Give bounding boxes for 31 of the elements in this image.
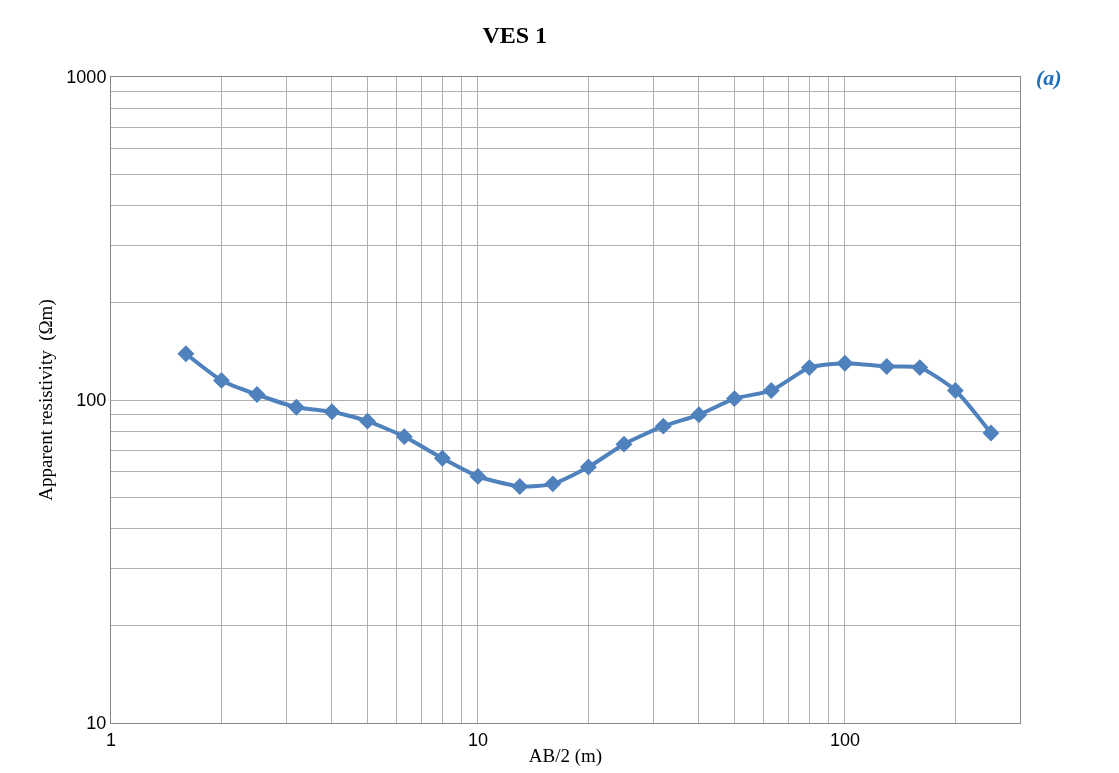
x-tick-label: 1 (105, 729, 117, 750)
y-tick-label: 1000 (66, 67, 107, 88)
point (469, 467, 487, 485)
point (654, 417, 672, 435)
point (579, 458, 597, 476)
text: (a) (1036, 65, 1062, 90)
point (836, 354, 854, 372)
point (177, 345, 195, 363)
chart-title: VES 1 (482, 22, 548, 49)
point (762, 382, 780, 399)
point (726, 390, 743, 408)
point (395, 428, 413, 446)
point (323, 403, 341, 421)
point (982, 424, 1000, 442)
point (946, 382, 964, 399)
point (690, 406, 708, 424)
point (615, 435, 633, 453)
point (800, 359, 818, 377)
x-tick-label: 100 (829, 729, 860, 750)
point (433, 449, 451, 467)
y-axis-title: Apparent resistivity (Ωm) (35, 299, 58, 501)
y-tick-label: 10 (86, 713, 107, 734)
y-tick-label: 100 (76, 390, 107, 411)
point (248, 386, 266, 403)
point (911, 359, 929, 377)
x-tick-label: 10 (467, 729, 488, 750)
point (287, 398, 305, 416)
point (213, 371, 230, 389)
point (544, 475, 562, 493)
x-axis-title: AB/2 (m) (528, 745, 603, 768)
point (359, 412, 376, 430)
